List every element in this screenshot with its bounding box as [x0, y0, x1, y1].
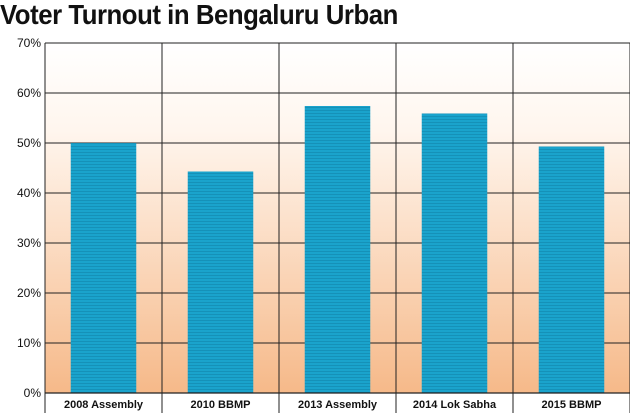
x-category-label: 2014 Lok Sabha: [413, 399, 497, 411]
bar: [304, 106, 371, 393]
axis-layer: [44, 43, 630, 413]
y-tick-label: 30%: [17, 236, 41, 250]
x-category-label: 2008 Assembly: [64, 399, 144, 411]
y-tick-label: 50%: [17, 136, 41, 150]
y-tick-label: 40%: [17, 186, 41, 200]
x-category-label: 2015 BBMP: [542, 399, 602, 411]
bar: [421, 113, 488, 393]
y-tick-label: 70%: [17, 36, 41, 50]
bar-layer: [70, 106, 605, 393]
chart-title: Voter Turnout in Bengaluru Urban: [0, 0, 398, 30]
label-layer: 0% 10% 20% 30% 40% 50% 60% 70% 2008 Assembly 2010…: [17, 36, 601, 411]
bar: [187, 171, 254, 393]
y-tick-label: 60%: [17, 86, 41, 100]
x-category-label: 2013 Assembly: [298, 399, 378, 411]
bar: [538, 146, 605, 393]
y-tick-label: 0%: [24, 386, 42, 400]
x-category-label: 2010 BBMP: [191, 399, 251, 411]
bar: [70, 143, 137, 393]
y-tick-label: 20%: [17, 286, 41, 300]
y-tick-label: 10%: [17, 336, 41, 350]
